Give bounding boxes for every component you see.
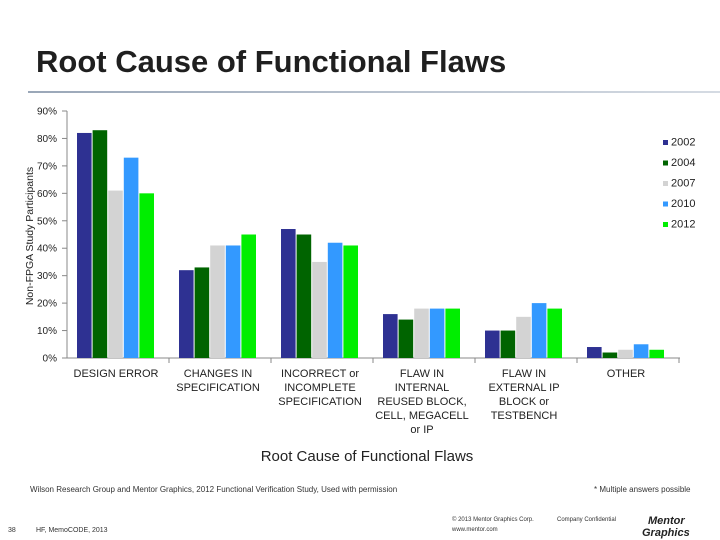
legend-label: 2007 [671,178,695,190]
bar [139,193,154,358]
bar [281,229,296,358]
category-label-group: DESIGN ERROR CHANGES IN SPECIFICATION INCOR… [74,358,680,436]
category-label: INCOMPLETE [284,382,356,394]
bar [327,242,343,358]
bar [547,308,562,358]
y-tick-label: 30% [37,271,57,282]
legend-label: 2002 [671,137,695,149]
bar [92,130,108,358]
y-tick-label: 10% [37,326,57,337]
legend-label: 2010 [671,198,695,210]
y-tick-label: 20% [37,299,57,310]
category-label: DESIGN ERROR [74,368,159,380]
confidential-text: Company Confidential [557,517,617,523]
category-label: FLAW IN [502,368,546,380]
x-axis-label: Root Cause of Functional Flaws [261,448,474,465]
y-tick-label: 90% [37,107,57,118]
category-label: SPECIFICATION [278,396,362,408]
y-axis-label: Non-FPGA Study Participants [24,167,36,305]
footer-event: HF, MemoCODE, 2013 [36,527,108,534]
category-label: CHANGES IN [184,368,253,380]
category-label: INCORRECT or [281,368,359,380]
title-rule [28,91,720,93]
bar [398,319,414,358]
category-label: EXTERNAL IP [488,382,559,394]
category-label: INTERNAL [395,382,449,394]
mentor-graphics-logo: Mentor Graphics [642,515,690,539]
y-tick-group: 0% 10% 20% 30% 40% 50% 60% 70% 80% 90% [37,107,67,365]
svg-text:Mentor: Mentor [648,515,685,527]
bar [516,316,531,358]
legend-swatch [663,140,668,145]
bar [618,349,633,358]
bar [225,245,241,358]
category-label: or IP [410,424,433,436]
bar [77,132,92,358]
bar [485,330,500,358]
legend: 2002 2004 2007 2010 2012 [663,137,695,231]
category-label: REUSED BLOCK, [377,396,466,408]
legend-swatch [663,181,668,186]
bar [500,330,516,358]
bar [383,314,398,358]
legend-label: 2012 [671,219,695,231]
bar [531,303,547,358]
source-text: Wilson Research Group and Mentor Graphic… [30,485,398,494]
bar [649,349,664,358]
bar [587,347,602,358]
category-label: TESTBENCH [491,410,558,422]
bar [108,190,123,358]
legend-swatch [663,222,668,227]
copyright-text: © 2013 Mentor Graphics Corp. [452,517,534,523]
bar [343,245,358,358]
bar [210,245,225,358]
bar [445,308,460,358]
y-tick-label: 50% [37,216,57,227]
bar [429,308,445,358]
svg-text:Graphics: Graphics [642,527,690,539]
category-label: FLAW IN [400,368,444,380]
page-number: 38 [8,527,16,534]
legend-swatch [663,160,668,166]
y-tick-label: 40% [37,244,57,255]
footer-url: www.mentor.com [452,527,498,533]
y-tick-label: 0% [43,354,58,365]
footnote: * Multiple answers possible [594,485,691,494]
category-label: BLOCK or [499,396,549,408]
bar [296,234,312,358]
bar-group [77,130,664,358]
legend-swatch [663,201,668,207]
bar [123,157,139,358]
category-label: SPECIFICATION [176,382,260,394]
bar [194,267,210,358]
bar [414,308,429,358]
y-tick-label: 60% [37,189,57,200]
category-label: CELL, MEGACELL [375,410,469,422]
bar [602,352,618,358]
y-tick-label: 80% [37,134,57,145]
y-tick-label: 70% [37,161,57,172]
bar-chart: 0% 10% 20% 30% 40% 50% 60% 70% 80% 90% DESIGN ERR… [24,107,695,466]
legend-label: 2004 [671,157,695,169]
slide-title: Root Cause of Functional Flaws [36,44,507,79]
bar [241,234,256,358]
bar [312,261,327,358]
bar [179,270,194,358]
category-label: OTHER [607,368,646,380]
bar [633,344,649,358]
